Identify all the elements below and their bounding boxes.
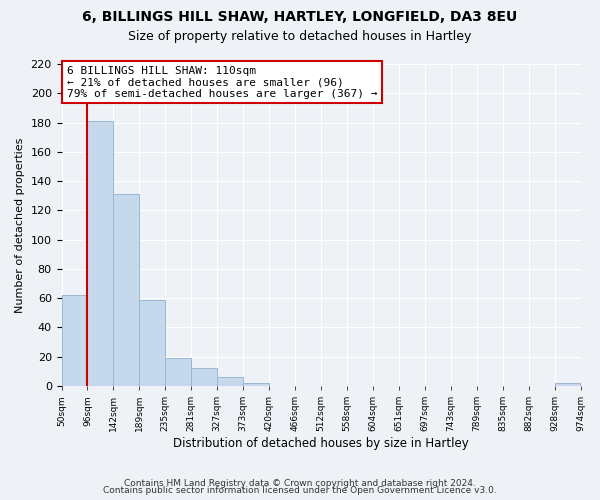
Text: 6, BILLINGS HILL SHAW, HARTLEY, LONGFIELD, DA3 8EU: 6, BILLINGS HILL SHAW, HARTLEY, LONGFIEL… xyxy=(82,10,518,24)
Bar xyxy=(243,383,269,386)
Bar xyxy=(554,383,580,386)
Bar xyxy=(139,300,166,386)
Bar xyxy=(62,296,88,386)
X-axis label: Distribution of detached houses by size in Hartley: Distribution of detached houses by size … xyxy=(173,437,469,450)
Text: Contains public sector information licensed under the Open Government Licence v3: Contains public sector information licen… xyxy=(103,486,497,495)
Y-axis label: Number of detached properties: Number of detached properties xyxy=(15,138,25,312)
Bar xyxy=(113,194,139,386)
Bar xyxy=(166,358,191,386)
Bar xyxy=(88,121,113,386)
Bar xyxy=(217,378,243,386)
Bar xyxy=(191,368,217,386)
Text: 6 BILLINGS HILL SHAW: 110sqm
← 21% of detached houses are smaller (96)
79% of se: 6 BILLINGS HILL SHAW: 110sqm ← 21% of de… xyxy=(67,66,377,99)
Text: Size of property relative to detached houses in Hartley: Size of property relative to detached ho… xyxy=(128,30,472,43)
Text: Contains HM Land Registry data © Crown copyright and database right 2024.: Contains HM Land Registry data © Crown c… xyxy=(124,478,476,488)
